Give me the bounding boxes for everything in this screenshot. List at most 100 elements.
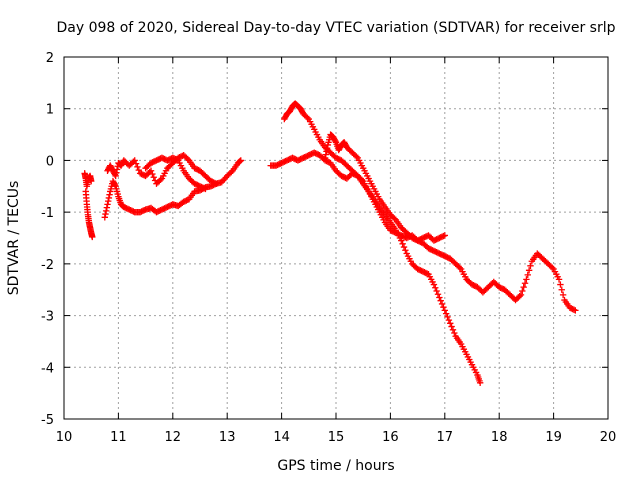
data-point (400, 243, 408, 251)
series-left-loop-lower (101, 157, 244, 221)
x-tick-label: 20 (600, 430, 617, 445)
data-point (323, 148, 330, 155)
data-point (131, 157, 138, 164)
data-point (448, 323, 455, 330)
data-point (353, 153, 360, 160)
data-point (447, 320, 454, 327)
data-point (555, 276, 563, 283)
data-point (105, 197, 112, 205)
x-tick-label: 11 (110, 430, 127, 445)
x-tick-label: 14 (273, 430, 290, 445)
data-point (135, 166, 142, 174)
data-point (438, 300, 446, 308)
data-point (113, 166, 121, 173)
x-axis-label: GPS time / hours (277, 458, 394, 474)
data-series (81, 100, 579, 386)
data-point (332, 137, 339, 145)
data-point (517, 291, 525, 299)
data-point (444, 313, 451, 321)
x-tick-label: 18 (491, 430, 508, 445)
data-point (106, 191, 113, 198)
data-point (323, 144, 331, 152)
data-point (213, 180, 220, 187)
data-point (451, 329, 458, 337)
series-left-loop-upper (104, 152, 220, 187)
data-point (476, 379, 484, 386)
data-point (322, 151, 329, 158)
y-tick-label: 1 (46, 103, 54, 118)
data-point (399, 240, 406, 248)
data-point (149, 170, 156, 178)
data-point (559, 291, 567, 299)
plot-frame (63, 56, 609, 420)
data-point (442, 310, 450, 317)
data-point (228, 168, 235, 176)
data-point (104, 201, 111, 208)
data-point (521, 280, 529, 287)
x-tick-label: 15 (328, 430, 345, 445)
x-tick-label: 10 (56, 430, 73, 445)
data-point (441, 307, 448, 314)
series-left-short-arc-b (82, 188, 96, 241)
data-point (524, 271, 531, 279)
data-point (103, 204, 111, 211)
data-point (102, 210, 109, 218)
data-point (525, 267, 533, 274)
data-point (557, 281, 564, 288)
data-point (304, 114, 311, 121)
data-point (432, 284, 439, 291)
data-point (433, 287, 440, 295)
data-point (456, 264, 463, 271)
x-tick-label: 19 (545, 430, 562, 445)
series-left-middle-arc (142, 154, 209, 193)
data-point (558, 286, 565, 293)
data-point (132, 160, 140, 167)
data-point (89, 233, 96, 241)
data-point (430, 281, 438, 288)
grid (64, 57, 608, 419)
data-point (440, 303, 447, 311)
data-point (321, 154, 329, 162)
data-point (441, 232, 448, 239)
y-tick-label: -5 (41, 413, 54, 428)
y-tick-label: -1 (41, 206, 54, 221)
data-point (434, 291, 442, 298)
data-point (202, 185, 209, 193)
data-point (549, 264, 556, 271)
data-point (519, 287, 526, 295)
series-center-lower-long (267, 149, 484, 386)
series-center-upper (281, 100, 448, 244)
y-tick-label: -2 (41, 258, 54, 273)
x-tick-label: 16 (382, 430, 399, 445)
data-point (436, 294, 443, 301)
data-point (516, 292, 523, 300)
data-point (88, 177, 95, 185)
y-tick-label: -3 (41, 310, 54, 325)
x-tick-label: 12 (165, 430, 182, 445)
data-point (134, 163, 141, 171)
chart-title: Day 098 of 2020, Sidereal Day-to-day VTE… (56, 20, 615, 36)
data-point (445, 316, 453, 324)
data-point (102, 207, 110, 215)
data-point (520, 283, 527, 291)
data-point (391, 215, 398, 222)
data-point (449, 326, 457, 333)
data-point (111, 181, 119, 189)
data-point (150, 174, 157, 181)
series-left-short-arc-a (81, 170, 95, 190)
data-point (113, 169, 120, 176)
data-point (572, 307, 579, 314)
data-point (358, 176, 366, 184)
x-tick-label: 17 (437, 430, 454, 445)
data-point (437, 297, 444, 304)
data-point (402, 247, 409, 254)
data-point (147, 167, 155, 174)
x-tick-label: 13 (219, 430, 236, 445)
data-point (101, 214, 108, 221)
y-tick-label: -4 (41, 361, 54, 376)
data-point (523, 276, 530, 283)
data-point (112, 172, 119, 180)
y-tick-label: 2 (46, 51, 54, 66)
